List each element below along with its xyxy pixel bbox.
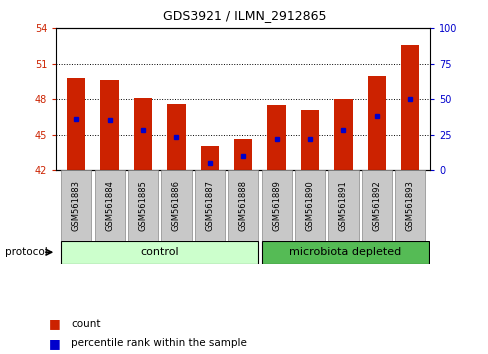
Bar: [367, 75, 385, 170]
FancyBboxPatch shape: [328, 170, 358, 241]
Text: GSM561891: GSM561891: [338, 180, 347, 231]
Text: control: control: [140, 247, 179, 257]
FancyBboxPatch shape: [361, 170, 391, 241]
Text: ■: ■: [49, 318, 61, 330]
Text: protocol: protocol: [5, 247, 47, 257]
FancyBboxPatch shape: [95, 170, 124, 241]
Text: GSM561884: GSM561884: [105, 180, 114, 231]
FancyBboxPatch shape: [261, 170, 291, 241]
FancyBboxPatch shape: [194, 170, 224, 241]
Text: percentile rank within the sample: percentile rank within the sample: [71, 338, 246, 348]
Text: count: count: [71, 319, 100, 329]
Bar: [200, 146, 219, 170]
FancyBboxPatch shape: [61, 170, 91, 241]
Text: GSM561887: GSM561887: [205, 180, 214, 231]
Text: microbiota depleted: microbiota depleted: [288, 247, 401, 257]
FancyBboxPatch shape: [228, 170, 258, 241]
FancyBboxPatch shape: [261, 241, 428, 264]
Bar: [167, 104, 185, 170]
Text: GSM561893: GSM561893: [405, 180, 414, 231]
Bar: [101, 80, 119, 170]
Text: GSM561892: GSM561892: [372, 180, 381, 231]
Text: GSM561886: GSM561886: [172, 180, 181, 231]
Bar: [400, 45, 419, 170]
FancyBboxPatch shape: [61, 241, 258, 264]
Text: GSM561883: GSM561883: [72, 180, 81, 231]
Bar: [334, 99, 352, 170]
Text: ■: ■: [49, 337, 61, 350]
FancyBboxPatch shape: [161, 170, 191, 241]
FancyBboxPatch shape: [294, 170, 325, 241]
Bar: [67, 78, 85, 170]
Text: GSM561889: GSM561889: [272, 180, 281, 231]
Text: GSM561885: GSM561885: [138, 180, 147, 231]
FancyBboxPatch shape: [394, 170, 425, 241]
Text: GSM561890: GSM561890: [305, 180, 314, 231]
Text: GSM561888: GSM561888: [238, 180, 247, 231]
Bar: [234, 139, 252, 170]
Bar: [134, 98, 152, 170]
Text: GDS3921 / ILMN_2912865: GDS3921 / ILMN_2912865: [163, 9, 325, 22]
FancyBboxPatch shape: [128, 170, 158, 241]
Bar: [267, 105, 285, 170]
Bar: [300, 110, 319, 170]
